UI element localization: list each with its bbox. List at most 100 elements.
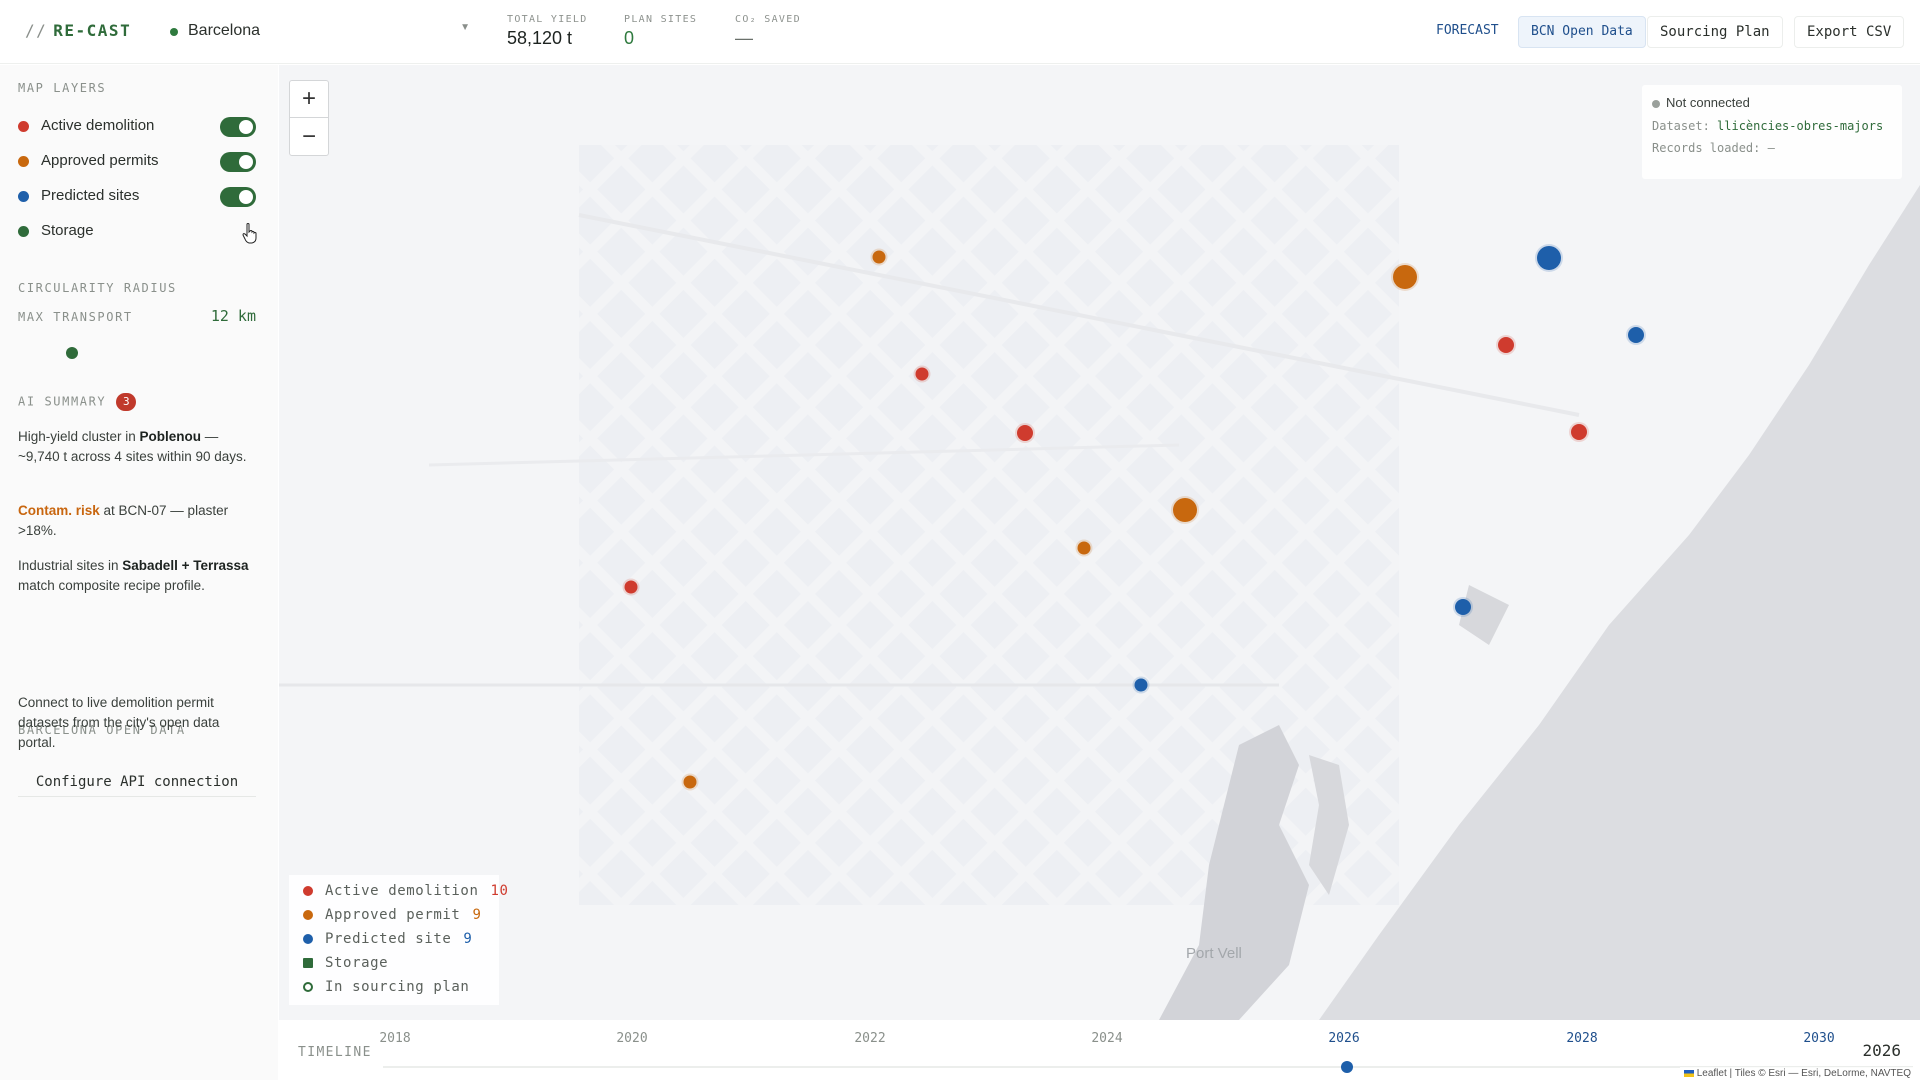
predicted-site-marker[interactable] [1455,599,1471,615]
sidebar: MAP LAYERS Active demolition Approved pe… [0,65,278,1080]
predicted-site-marker[interactable] [1537,246,1561,270]
timeline-year[interactable]: 2028 [1566,1031,1598,1046]
layer-toggle-predicted-sites[interactable] [220,187,256,207]
summary-highlight: Sabadell + Terrassa [122,558,249,573]
dataset-value: llicències-obres-majors [1717,119,1884,133]
kpi-label: TOTAL YIELD [507,14,588,25]
storage-legend-icon [303,958,313,968]
layer-row-storage[interactable]: Storage [18,218,256,244]
configure-api-button[interactable]: Configure API connection [18,767,256,797]
approved-permit-marker[interactable] [872,250,886,264]
hand-cursor-icon [242,223,257,244]
timeline-year[interactable]: 2030 [1803,1031,1835,1046]
layer-label: Active demolition [41,117,155,134]
predicted-sites-dot-icon [18,191,29,202]
timeline-current-year: 2026 [1862,1041,1901,1060]
map-layers-title: MAP LAYERS [18,81,107,95]
timeline-year[interactable]: 2022 [854,1031,886,1046]
layer-toggle-approved-permits[interactable] [220,152,256,172]
legend-item-in-sourcing-plan: In sourcing plan [303,979,469,999]
active-demolition-marker[interactable] [624,580,638,594]
predicted-site-marker[interactable] [1628,327,1644,343]
dataset-line: Dataset: llicències-obres-majors [1652,119,1883,133]
active-demolition-marker[interactable] [915,367,929,381]
timeline-year[interactable]: 2018 [379,1031,411,1046]
legend-label: Storage [325,955,389,971]
approved-permit-marker[interactable] [1393,265,1417,289]
summary-text: High-yield cluster in [18,429,140,444]
legend-label: Predicted site [325,931,452,947]
port-vell-label: Port Vell [1186,945,1242,962]
layer-row-predicted-sites[interactable]: Predicted sites [18,183,256,209]
approved-permit-marker[interactable] [683,775,697,789]
forecast-link[interactable]: FORECAST [1434,16,1501,48]
active-demolition-marker[interactable] [1017,425,1033,441]
layer-toggle-active-demolition[interactable] [220,117,256,137]
export-csv-button[interactable]: Export CSV [1794,16,1905,48]
max-transport-label: MAX TRANSPORT [18,310,133,324]
legend-label: Active demolition [325,883,479,899]
timeline-year[interactable]: 2026 [1328,1031,1360,1046]
city-status-dot [170,28,178,36]
approved-permit-marker[interactable] [1173,498,1197,522]
map[interactable]: + − Not connected Dataset: llicències-ob… [279,65,1920,1020]
legend-label: Approved permit [325,907,461,923]
kpi-value: 58,120 t [507,28,573,48]
timeline-year[interactable]: 2024 [1091,1031,1123,1046]
city-select[interactable]: Barcelona ▼ [168,18,470,46]
zoom-out-button[interactable]: − [301,123,316,150]
kpi-label: PLAN SITES [624,14,698,25]
layer-row-active-demolition[interactable]: Active demolition [18,113,256,139]
connection-status: Not connected [1652,95,1750,110]
ukraine-flag-icon [1683,1069,1694,1077]
timeline: TIMELINE 2018 2020 2022 2024 2026 2028 2… [279,1020,1920,1080]
layer-label: Predicted sites [41,187,140,204]
contam-risk-label: Contam. risk [18,503,100,518]
summary-text: — ~9,740 t across 4 sites within 90 days… [18,429,247,464]
ai-summary-count-badge: 3 [116,393,137,411]
slider-thumb[interactable] [66,347,78,359]
timeline-year[interactable]: 2020 [616,1031,648,1046]
summary-item-contam-risk: Contam. risk at BCN-07 — plaster >18%. [18,501,250,541]
legend-count: 9 [463,931,473,947]
approved-permits-dot-icon [18,156,29,167]
legend-count: 10 [490,883,509,899]
summary-highlight: Poblenou [139,429,202,444]
chevron-down-icon: ▼ [460,22,470,33]
max-transport-row: MAX TRANSPORT 12 km [18,307,256,326]
attribution-text[interactable]: Leaflet | Tiles © Esri — Esri, DeLorme, … [1696,1068,1911,1079]
timeline-thumb[interactable] [1341,1061,1353,1073]
legend-item-approved-permit: Approved permit 9 [303,907,481,927]
active-demolition-legend-icon [303,886,313,896]
open-data-description: Connect to live demolition permit datase… [18,695,220,750]
summary-item-poblenou: High-yield cluster in Poblenou — ~9,740 … [18,427,250,467]
zoom-control: + − [289,80,329,156]
ai-summary-title: AI SUMMARY 3 [18,393,137,411]
max-transport-slider[interactable] [18,344,256,362]
timeline-track[interactable] [383,1066,1913,1068]
brand-name: RE-CAST [53,21,132,40]
active-demolition-marker[interactable] [1571,424,1587,440]
approved-permit-marker[interactable] [1077,541,1091,555]
timeline-label: TIMELINE [298,1045,372,1060]
active-demolition-marker[interactable] [1498,337,1514,353]
map-attribution: Leaflet | Tiles © Esri — Esri, DeLorme, … [1679,1067,1915,1080]
predicted-site-marker[interactable] [1134,678,1148,692]
summary-text: match composite recipe profile. [18,578,205,593]
map-tiles [279,65,1920,1020]
records-line: Records loaded: — [1652,141,1775,155]
zoom-in-button[interactable]: + [290,81,328,118]
circularity-radius-title: CIRCULARITY RADIUS [18,281,177,295]
layer-row-approved-permits[interactable]: Approved permits [18,148,256,174]
summary-text: at BCN-07 — plaster >18%. [18,503,229,538]
layer-label: Approved permits [41,152,159,169]
connection-status-text: Not connected [1666,95,1750,110]
app-logo: // RE-CAST [25,21,131,40]
bcn-open-data-button[interactable]: BCN Open Data [1518,16,1646,48]
summary-item-industrial: Industrial sites in Sabadell + Terrassa … [18,556,250,596]
records-value: — [1767,141,1775,155]
map-legend: Active demolition 10 Approved permit 9 Pre… [289,875,508,1005]
ai-summary-label: AI SUMMARY [18,394,107,409]
legend-item-predicted-site: Predicted site 9 [303,931,472,951]
sourcing-plan-button[interactable]: Sourcing Plan [1647,16,1783,48]
